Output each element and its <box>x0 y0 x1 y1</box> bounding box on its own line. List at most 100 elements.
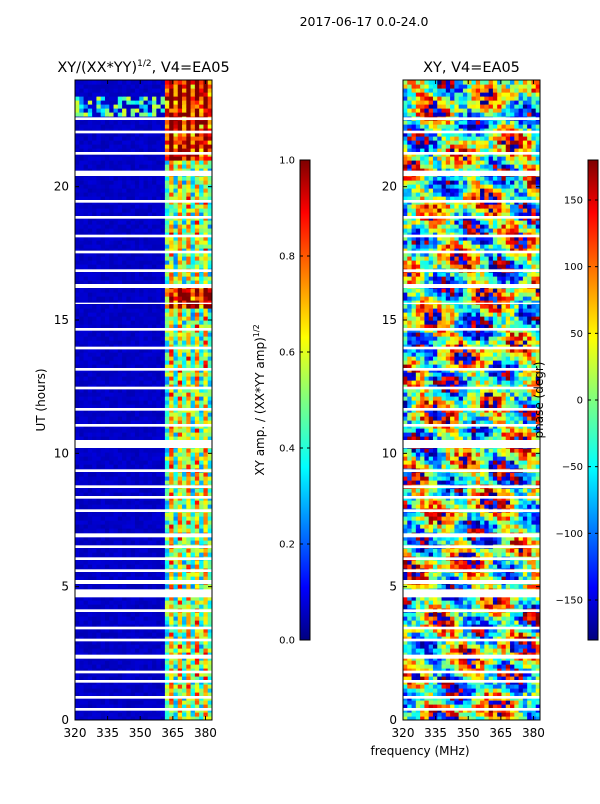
heatmap-cell <box>134 652 140 657</box>
heatmap-cell <box>182 312 187 317</box>
heatmap-cell <box>79 540 85 545</box>
heatmap-cell <box>100 520 106 525</box>
heatmap-cell <box>160 352 166 357</box>
heatmap-cell <box>152 120 157 125</box>
heatmap-cell <box>96 488 102 493</box>
heatmap-cell <box>130 188 136 193</box>
heatmap-cell <box>147 276 153 281</box>
heatmap-cell <box>109 224 115 229</box>
heatmap-cell <box>152 420 157 425</box>
heatmap-cell <box>134 228 140 233</box>
heatmap-cell <box>122 548 127 553</box>
heatmap-cell <box>87 224 93 229</box>
heatmap-cell <box>75 668 80 673</box>
heatmap-cell <box>130 488 136 493</box>
heatmap-cell <box>117 96 123 101</box>
heatmap-cell <box>109 248 115 253</box>
heatmap-cell <box>117 228 123 233</box>
heatmap-cell <box>143 136 149 141</box>
heatmap-cell <box>152 464 157 469</box>
heatmap-cell <box>117 716 123 720</box>
heatmap-cell <box>160 256 166 261</box>
heatmap-cell <box>75 384 80 389</box>
heatmap-cell <box>126 412 132 417</box>
heatmap-cell <box>79 184 85 189</box>
heatmap-cell <box>199 192 205 197</box>
heatmap-cell <box>186 96 192 101</box>
heatmap-cell <box>203 164 209 169</box>
heatmap-cell <box>147 128 153 133</box>
heatmap-cell <box>104 476 110 481</box>
heatmap-cell <box>182 264 187 269</box>
heatmap-cell <box>109 540 115 545</box>
heatmap-cell <box>186 272 192 277</box>
heatmap-cell <box>96 632 102 637</box>
heatmap-cell <box>199 100 205 105</box>
heatmap-cell <box>152 388 157 393</box>
heatmap-cell <box>156 188 162 193</box>
heatmap-cell <box>134 576 140 581</box>
heatmap-cell <box>75 416 80 421</box>
heatmap-cell <box>79 304 85 309</box>
heatmap-cell <box>75 460 80 465</box>
heatmap-cell <box>92 492 98 497</box>
heatmap-cell <box>164 144 170 149</box>
heatmap-cell <box>182 300 187 305</box>
heatmap-cell <box>79 448 85 453</box>
heatmap-cell <box>104 552 110 557</box>
heatmap-cell <box>100 452 106 457</box>
heatmap-cell <box>130 620 136 625</box>
heatmap-cell <box>207 100 212 105</box>
heatmap-cell <box>122 120 127 125</box>
heatmap-cell <box>169 520 175 525</box>
heatmap-cell <box>164 204 170 209</box>
heatmap-cell <box>147 600 153 605</box>
heatmap-cell <box>186 584 192 589</box>
heatmap-cell <box>113 120 119 125</box>
heatmap-cell <box>130 432 136 437</box>
heatmap-cell <box>156 616 162 621</box>
heatmap-cell <box>139 388 145 393</box>
heatmap-cell <box>100 304 106 309</box>
heatmap-cell <box>160 432 166 437</box>
heatmap-cell <box>156 396 162 401</box>
heatmap-cell <box>186 364 192 369</box>
heatmap-cell <box>143 500 149 505</box>
heatmap-cell <box>147 672 153 677</box>
heatmap-cell <box>130 564 136 569</box>
heatmap-cell <box>100 712 106 717</box>
heatmap-cell <box>177 160 183 165</box>
heatmap-cell <box>122 524 127 529</box>
heatmap-cell <box>83 120 89 125</box>
heatmap-cell <box>182 340 187 345</box>
heatmap-cell <box>96 320 102 325</box>
heatmap-cell <box>194 600 200 605</box>
heatmap-cell <box>190 264 196 269</box>
heatmap-cell <box>190 288 196 293</box>
heatmap-cell <box>160 548 166 553</box>
heatmap-cell <box>186 672 192 677</box>
heatmap-cell <box>199 436 205 441</box>
heatmap-cell <box>152 96 157 101</box>
heatmap-cell <box>109 548 115 553</box>
heatmap-cell <box>113 180 119 185</box>
heatmap-cell <box>143 576 149 581</box>
heatmap-cell <box>147 428 153 433</box>
heatmap-cell <box>160 540 166 545</box>
heatmap-cell <box>87 260 93 265</box>
heatmap-cell <box>130 248 136 253</box>
heatmap-cell <box>203 332 209 337</box>
heatmap-cell <box>130 664 136 669</box>
heatmap-cell <box>92 332 98 337</box>
heatmap-cell <box>186 104 192 109</box>
heatmap-cell <box>156 596 162 601</box>
heatmap-cell <box>182 184 187 189</box>
heatmap-cell <box>130 400 136 405</box>
heatmap-cell <box>87 372 93 377</box>
heatmap-cell <box>100 108 106 113</box>
heatmap-cell <box>109 188 115 193</box>
heatmap-cell <box>113 504 119 509</box>
heatmap-cell <box>156 548 162 553</box>
heatmap-cell <box>164 292 170 297</box>
heatmap-cell <box>113 620 119 625</box>
